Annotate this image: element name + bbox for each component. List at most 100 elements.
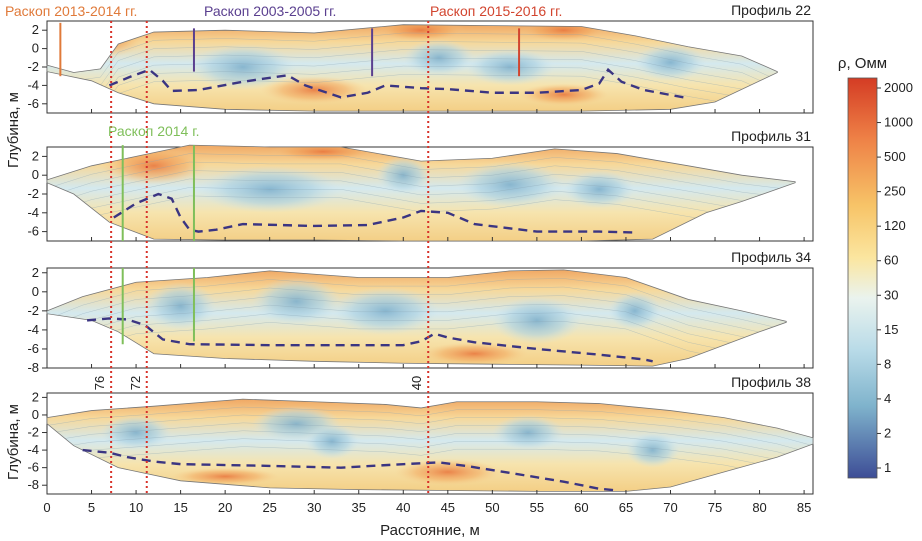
profile-label: Профиль 22 bbox=[731, 2, 811, 18]
low-resistivity-zone bbox=[492, 414, 564, 451]
y-tick-label: 0 bbox=[32, 284, 39, 299]
high-resistivity-zone bbox=[519, 24, 609, 42]
profile-label: Профиль 34 bbox=[731, 249, 811, 265]
y-tick-label: -6 bbox=[27, 460, 39, 475]
interface-line bbox=[108, 67, 689, 100]
y-axis-title: Глубина, м bbox=[5, 404, 22, 480]
resistivity-anomalies bbox=[47, 406, 813, 486]
interface-line bbox=[86, 317, 653, 363]
y-tick-label: -8 bbox=[27, 360, 39, 375]
y-tick-label: 2 bbox=[32, 389, 39, 404]
x-tick-label: 50 bbox=[485, 500, 499, 515]
excavation-label: Раскоп 2003-2005 гг. bbox=[204, 3, 336, 19]
colorbar-tick-label: 8 bbox=[884, 356, 891, 371]
colorbar-tick-label: 1 bbox=[884, 460, 891, 475]
y-tick-label: 2 bbox=[32, 148, 39, 163]
colorbar-tick-label: 4 bbox=[884, 391, 891, 406]
contour-line bbox=[47, 422, 813, 462]
red-line-label: 72 bbox=[128, 376, 143, 390]
contour-line bbox=[47, 430, 813, 470]
y-tick-label: 2 bbox=[32, 265, 39, 280]
contour-line bbox=[47, 161, 796, 199]
contour-line bbox=[47, 153, 796, 191]
contour-line bbox=[47, 32, 778, 82]
colorbar-tick-label: 60 bbox=[884, 253, 898, 268]
y-tick-label: -8 bbox=[27, 477, 39, 492]
high-resistivity-zone bbox=[171, 467, 279, 486]
low-resistivity-zone bbox=[100, 414, 172, 451]
x-tick-label: 70 bbox=[663, 500, 677, 515]
low-resistivity-zone bbox=[634, 44, 707, 81]
contour-line bbox=[47, 303, 787, 356]
x-tick-label: 15 bbox=[173, 500, 187, 515]
colorbar-tick-label: 120 bbox=[884, 218, 906, 233]
profile-panel: 2 0 -2 -4 -6 Профиль 31 bbox=[27, 128, 814, 242]
contour-line bbox=[47, 74, 778, 112]
profile-panel: 2 0 -2 -4 -6 -8 Профиль 38 bbox=[27, 374, 814, 495]
y-axis-title: Глубина, м bbox=[5, 92, 22, 168]
low-resistivity-zone bbox=[403, 39, 475, 77]
profile-panel: 2 0 -2 -4 -6 -8 Профиль 34 bbox=[27, 249, 814, 375]
section-outline bbox=[46, 144, 796, 242]
colorbar-tick-label: 1000 bbox=[884, 115, 913, 130]
contour-line bbox=[47, 40, 778, 90]
y-tick-label: 0 bbox=[32, 167, 39, 182]
x-tick-label: 20 bbox=[218, 500, 232, 515]
x-tick-label: 5 bbox=[88, 500, 95, 515]
x-tick-label: 85 bbox=[797, 500, 811, 515]
y-tick-label: -2 bbox=[27, 303, 39, 318]
x-tick-label: 0 bbox=[43, 500, 50, 515]
colorbar-tick-label: 500 bbox=[884, 149, 906, 164]
contour-line bbox=[47, 414, 813, 454]
colorbar bbox=[847, 77, 878, 479]
x-tick-label: 65 bbox=[619, 500, 633, 515]
x-tick-label: 80 bbox=[752, 500, 766, 515]
y-tick-label: -6 bbox=[27, 341, 39, 356]
y-tick-label: -2 bbox=[27, 186, 39, 201]
y-tick-label: -2 bbox=[27, 59, 39, 74]
contour-line bbox=[47, 187, 796, 225]
profile-label: Профиль 38 bbox=[731, 374, 811, 390]
y-tick-label: 0 bbox=[32, 407, 39, 422]
excavation-label: Раскоп 2015-2016 гг. bbox=[430, 3, 562, 19]
red-line-label: 40 bbox=[409, 376, 424, 390]
y-tick-label: -6 bbox=[27, 224, 39, 239]
contour-line bbox=[47, 446, 813, 486]
x-axis-title: Расстояние, м bbox=[380, 522, 480, 539]
red-line-label: 76 bbox=[92, 376, 107, 390]
resistivity-anomalies bbox=[47, 277, 787, 367]
resistivity-anomalies bbox=[47, 145, 796, 233]
profile-panel: 2 0 -2 -4 -6 Профиль 22 bbox=[27, 2, 814, 114]
section-outline bbox=[46, 269, 787, 367]
low-resistivity-zone bbox=[305, 423, 359, 459]
y-tick-label: 0 bbox=[32, 41, 39, 56]
x-tick-label: 45 bbox=[441, 500, 455, 515]
high-resistivity-zone bbox=[260, 76, 368, 104]
low-resistivity-zone bbox=[251, 277, 341, 326]
y-tick-label: -6 bbox=[27, 96, 39, 111]
excavation-label: Раскоп 2014 г. bbox=[108, 123, 200, 139]
contour-line bbox=[47, 170, 796, 208]
colorbar-tick-label: 2 bbox=[884, 425, 891, 440]
colorbar-tick-label: 30 bbox=[884, 287, 898, 302]
low-resistivity-zone bbox=[492, 296, 582, 345]
panel-frame bbox=[46, 267, 814, 369]
x-tick-label: 30 bbox=[307, 500, 321, 515]
y-tick-label: -4 bbox=[27, 322, 39, 337]
x-tick-label: 55 bbox=[530, 500, 544, 515]
contour-line bbox=[47, 178, 796, 216]
y-tick-label: -4 bbox=[27, 442, 39, 457]
contour-line bbox=[47, 438, 813, 478]
contour-line bbox=[47, 321, 787, 367]
low-resistivity-zone bbox=[332, 287, 439, 335]
y-tick-label: -2 bbox=[27, 425, 39, 440]
x-tick-label: 60 bbox=[574, 500, 588, 515]
low-resistivity-zone bbox=[456, 161, 564, 209]
contour-line bbox=[47, 295, 787, 348]
x-tick-label: 40 bbox=[396, 500, 410, 515]
colorbar-title: ρ, Омм bbox=[838, 55, 887, 72]
low-resistivity-zone bbox=[376, 156, 431, 194]
contour-line bbox=[47, 312, 787, 365]
colorbar-tick-label: 250 bbox=[884, 184, 906, 199]
